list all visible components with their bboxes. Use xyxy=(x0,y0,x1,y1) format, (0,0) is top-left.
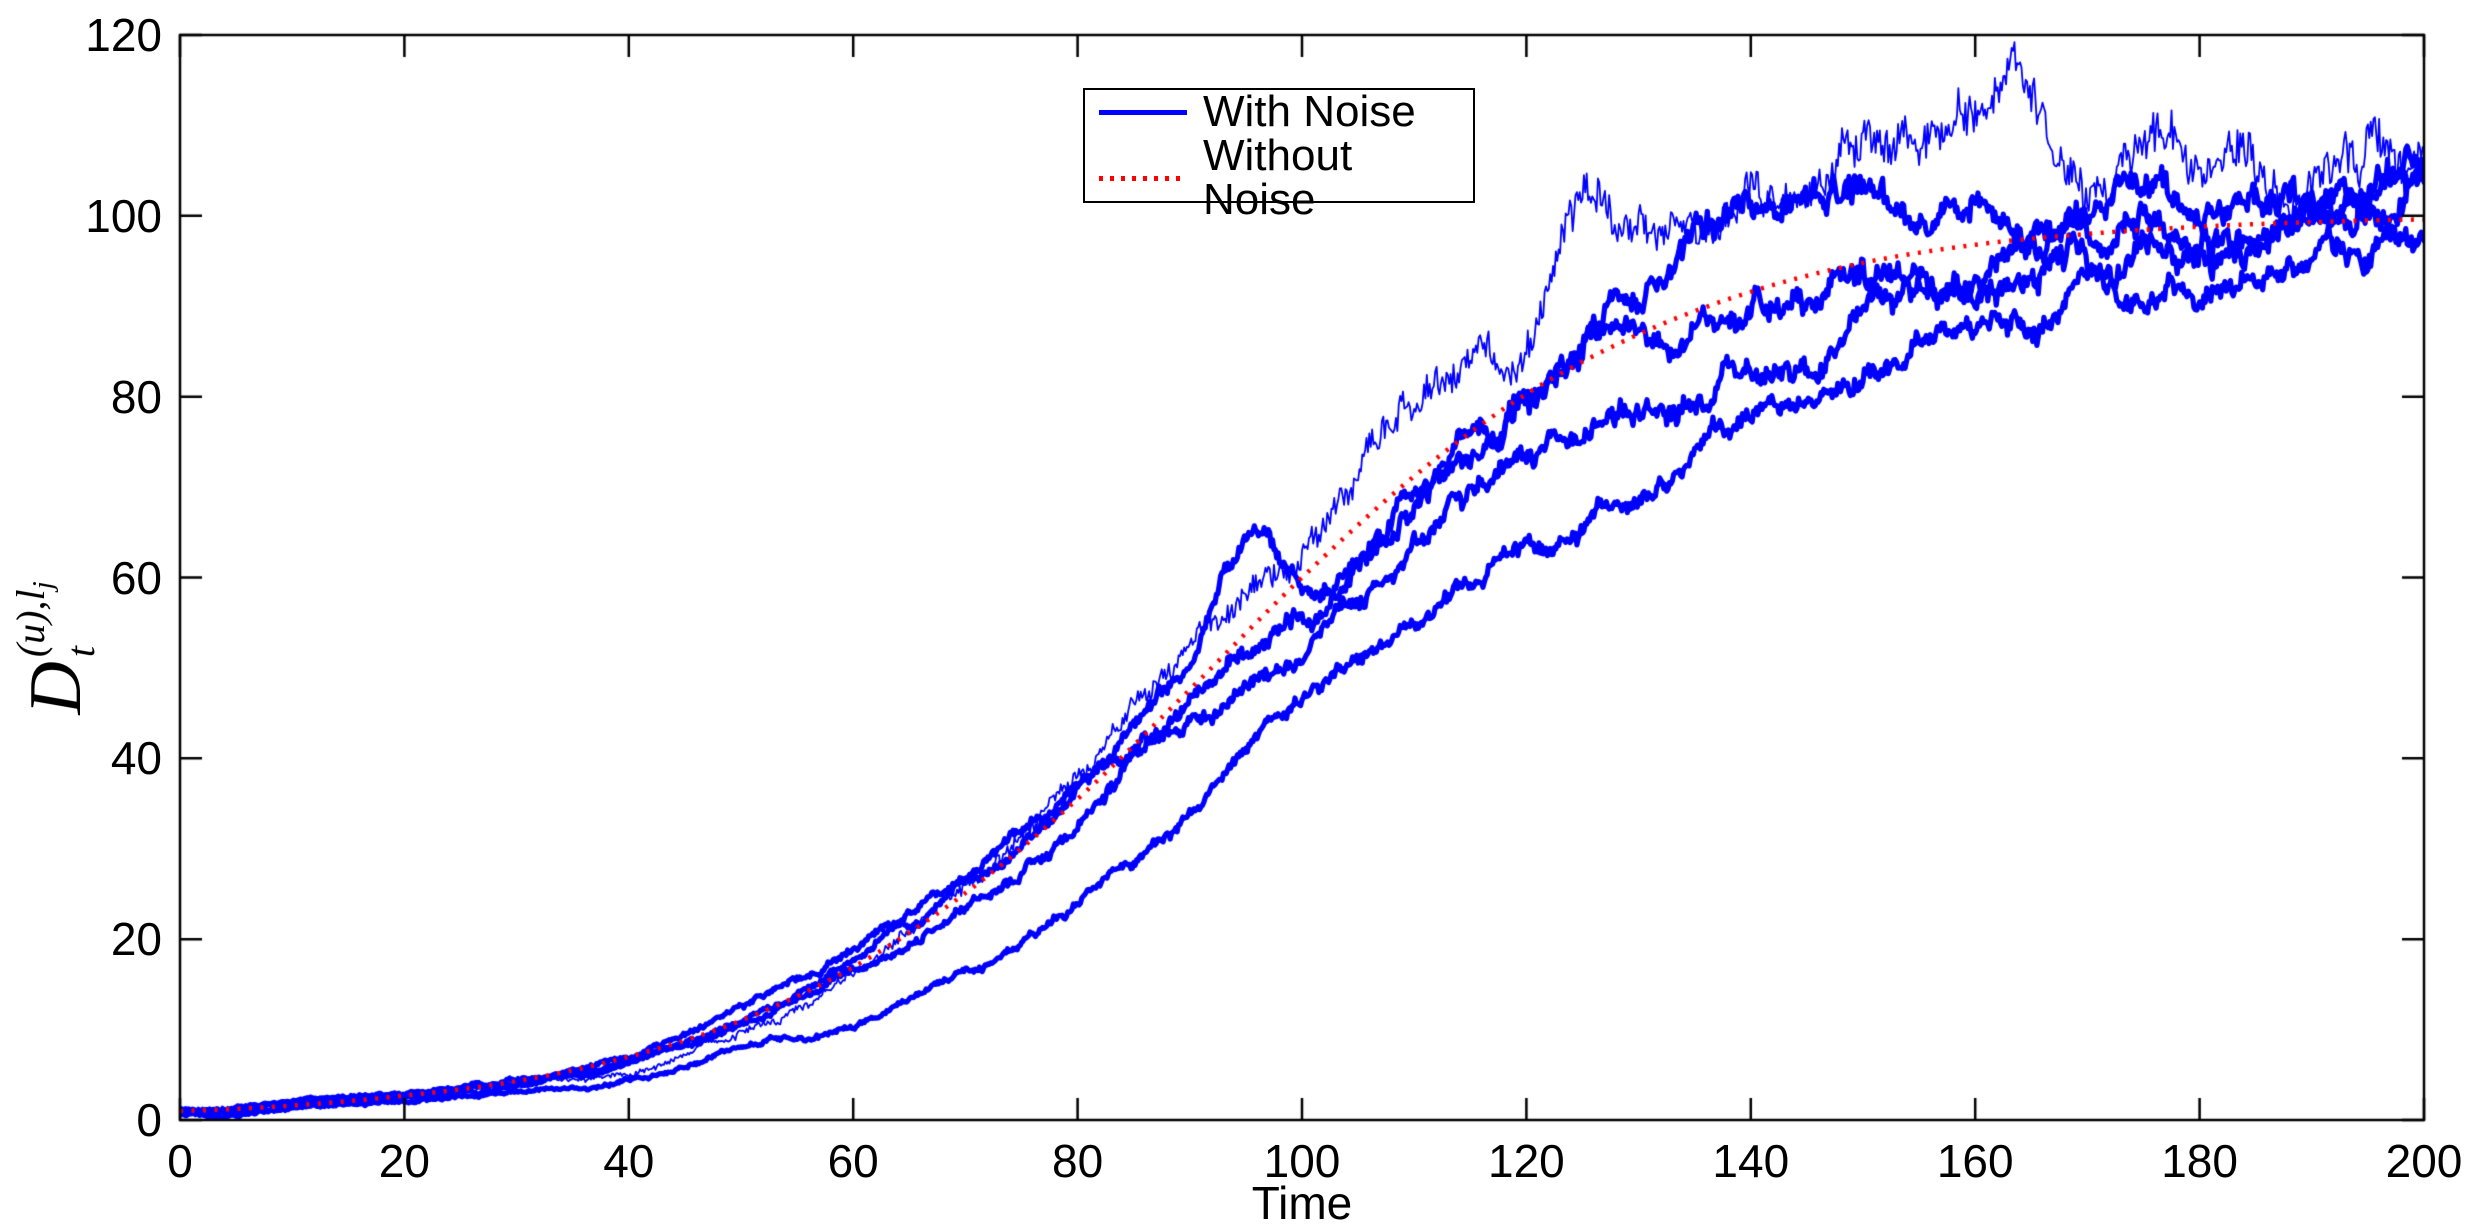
legend-entry-with-noise: With Noise xyxy=(1099,90,1473,134)
x-tick-label: 100 xyxy=(1263,1135,1341,1187)
y-tick-label: 40 xyxy=(110,732,162,785)
y-tick-label: 80 xyxy=(110,370,162,423)
x-tick-label: 160 xyxy=(1936,1135,2014,1187)
legend-label-without-noise: Without Noise xyxy=(1203,131,1353,224)
x-tick-label: 20 xyxy=(378,1135,430,1187)
y-tick-label: 120 xyxy=(85,9,162,61)
x-tick-label: 140 xyxy=(1712,1135,1790,1187)
x-axis-label: Time xyxy=(1251,1177,1353,1229)
legend-solid-line-icon xyxy=(1099,109,1187,115)
x-tick-label: 200 xyxy=(2385,1135,2463,1187)
x-tick-label: 40 xyxy=(603,1135,655,1187)
x-tick-label: 120 xyxy=(1488,1135,1565,1187)
y-tick-label: 60 xyxy=(110,551,162,604)
x-tick-label: 180 xyxy=(2161,1135,2238,1187)
x-tick-label: 60 xyxy=(827,1135,879,1187)
x-tick-label: 0 xyxy=(167,1135,193,1187)
y-tick-label: 0 xyxy=(136,1094,162,1146)
y-tick-label: 100 xyxy=(85,189,162,242)
y-axis-label-base: D xyxy=(15,661,97,715)
legend-label-with-noise: With Noise xyxy=(1203,87,1416,136)
y-axis-label-subscript: t xyxy=(58,646,103,658)
legend-dotted-line-icon xyxy=(1099,175,1187,181)
y-tick-label: 20 xyxy=(110,913,162,966)
x-tick-label: 80 xyxy=(1052,1135,1104,1187)
legend: With Noise Without Noise xyxy=(1083,88,1475,222)
legend-entry-without-noise: Without Noise xyxy=(1099,134,1473,222)
